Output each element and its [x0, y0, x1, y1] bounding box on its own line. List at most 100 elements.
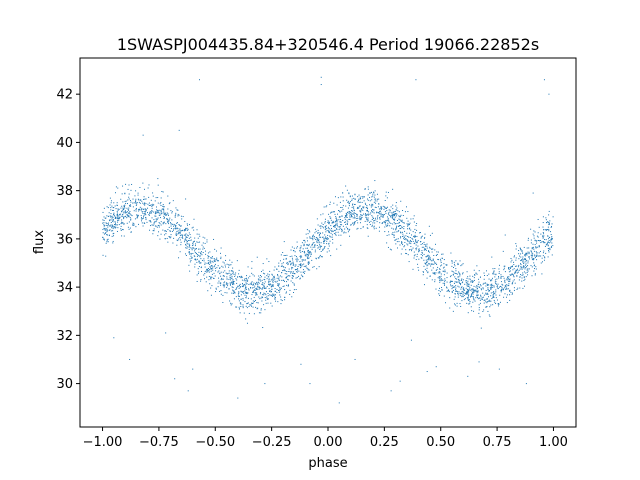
data-point [511, 265, 513, 267]
data-point [307, 261, 309, 263]
data-point [347, 231, 349, 233]
data-point [407, 228, 409, 230]
data-point [256, 288, 258, 290]
data-point [144, 198, 146, 200]
data-point [408, 249, 410, 251]
data-point [167, 221, 169, 223]
data-point [284, 289, 286, 291]
data-point [363, 207, 365, 209]
data-point [209, 283, 211, 285]
data-point [205, 270, 207, 272]
data-point [333, 225, 335, 227]
data-point [508, 271, 510, 273]
data-point [184, 220, 186, 222]
data-point [407, 211, 409, 213]
data-point [486, 298, 488, 300]
data-point [272, 295, 274, 297]
data-point [162, 204, 164, 206]
data-point [424, 268, 426, 270]
data-point [435, 255, 437, 257]
data-point [224, 270, 226, 272]
data-point [460, 288, 462, 290]
data-point [207, 290, 209, 292]
data-point [174, 224, 176, 226]
data-point [228, 272, 230, 274]
data-point [317, 232, 319, 234]
data-point [441, 289, 443, 291]
data-point [547, 235, 549, 237]
data-point [493, 273, 495, 275]
data-point [200, 253, 202, 255]
data-point [390, 249, 392, 251]
data-point [341, 231, 343, 233]
data-point [295, 268, 297, 270]
data-point [324, 226, 326, 228]
data-point [303, 263, 305, 265]
data-point [214, 267, 216, 269]
data-point [405, 235, 407, 237]
data-point [359, 210, 361, 212]
data-point [468, 285, 470, 287]
data-point [467, 296, 469, 298]
data-point [303, 251, 305, 253]
data-point [255, 288, 257, 290]
data-point [533, 250, 535, 252]
data-point [274, 278, 276, 280]
data-point [496, 278, 498, 280]
data-point [103, 227, 105, 229]
data-point [149, 205, 151, 207]
data-point [142, 202, 144, 204]
data-point [464, 283, 466, 285]
data-point [494, 276, 496, 278]
data-point [550, 239, 552, 241]
data-point [123, 235, 125, 237]
data-point [533, 265, 535, 267]
data-point [185, 244, 187, 246]
data-point [353, 213, 355, 215]
data-point [510, 258, 512, 260]
data-point [326, 205, 328, 207]
data-point [543, 229, 545, 231]
data-point [468, 295, 469, 297]
data-point [243, 278, 245, 280]
data-point [106, 231, 108, 233]
data-point [544, 257, 546, 259]
data-point [459, 303, 461, 305]
data-point [337, 231, 339, 233]
data-point [469, 296, 471, 298]
data-point [228, 270, 230, 272]
data-point [388, 214, 390, 216]
data-point [395, 209, 397, 211]
data-point [111, 224, 113, 226]
data-point [308, 243, 310, 245]
data-point [305, 255, 307, 257]
data-point [179, 230, 181, 232]
data-point [173, 228, 175, 230]
data-point [501, 288, 503, 290]
data-point [454, 281, 456, 283]
data-point [381, 214, 383, 216]
data-point [269, 290, 271, 292]
data-point [531, 255, 533, 257]
data-point [296, 241, 298, 243]
data-point [320, 256, 322, 258]
data-point [163, 217, 165, 219]
data-point [170, 236, 172, 238]
data-point [455, 287, 457, 289]
data-point [345, 232, 347, 234]
data-point [102, 222, 104, 224]
data-point [256, 292, 258, 294]
data-point [159, 203, 161, 205]
data-point [462, 272, 464, 274]
data-point [359, 222, 361, 224]
data-point [270, 279, 272, 281]
data-point [401, 248, 403, 250]
data-point [296, 276, 298, 278]
data-point [270, 284, 272, 286]
data-point [525, 261, 527, 263]
data-point [307, 251, 309, 253]
data-point [502, 289, 504, 291]
data-point [159, 223, 161, 225]
data-point [323, 240, 325, 242]
data-point [276, 268, 278, 270]
